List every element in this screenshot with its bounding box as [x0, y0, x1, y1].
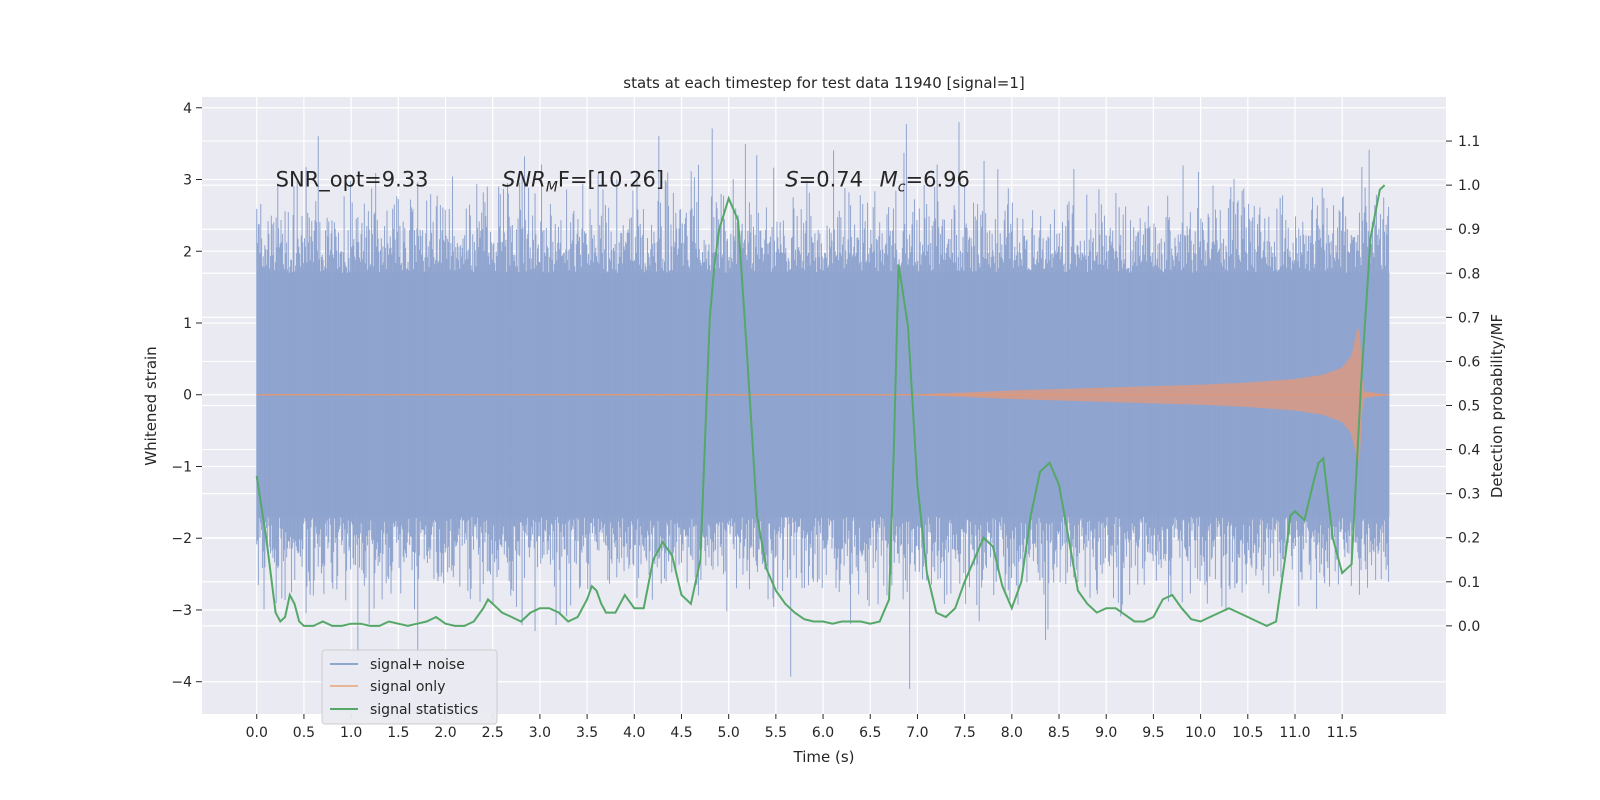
x-tick-label: 10.0: [1185, 725, 1216, 741]
y-right-tick-label: 0.6: [1458, 354, 1480, 370]
x-tick-label: 0.0: [246, 725, 268, 741]
x-tick-label: 3.5: [576, 725, 598, 741]
x-tick-label: 8.5: [1048, 725, 1070, 741]
y-right-tick-label: 0.0: [1458, 619, 1480, 635]
y-right-tick-label: 0.2: [1458, 531, 1480, 547]
x-tick-label: 7.5: [954, 725, 976, 741]
annotation: S=0.74: [785, 168, 863, 192]
y-tick-label: −4: [171, 675, 192, 691]
legend-label-signal-statistics: signal statistics: [370, 702, 478, 718]
x-tick-label: 6.0: [812, 725, 834, 741]
y-right-tick-label: 1.0: [1458, 178, 1480, 194]
signal-only-series: [256, 326, 1390, 463]
y-right-axis-ticks: 0.0 0.1 0.2 0.3 0.4 0.5 0.6 0.7 0.8 0.9 1.0 1.1: [1446, 134, 1480, 635]
y-right-tick-label: 0.7: [1458, 310, 1480, 326]
y-tick-label: −3: [171, 603, 192, 619]
x-tick-label: 8.0: [1001, 725, 1023, 741]
x-axis-ticks: 0.0 0.5 1.0 1.5 2.0 2.5 3.0 3.5 4.0 4.5 5.0 5.5 6.0 6…: [246, 714, 1358, 741]
legend-label-signal-noise: signal+ noise: [370, 657, 465, 673]
y-tick-label: −1: [171, 459, 192, 475]
legend: signal+ noise signal only signal statist…: [321, 649, 498, 725]
annotation: SNRMF=[10.26]: [502, 168, 664, 196]
x-tick-label: 3.0: [529, 725, 551, 741]
x-tick-label: 2.5: [482, 725, 504, 741]
y-tick-label: −2: [171, 531, 192, 547]
signal-statistics-line: [255, 184, 1386, 628]
y-right-tick-label: 1.1: [1458, 134, 1480, 150]
y-axis-label: Whitened strain: [142, 346, 160, 465]
x-tick-label: 1.0: [340, 725, 362, 741]
x-tick-label: 11.5: [1327, 725, 1358, 741]
legend-label-signal-only: signal only: [370, 679, 445, 695]
y-tick-label: 3: [183, 173, 192, 189]
x-tick-label: 5.5: [765, 725, 787, 741]
x-tick-label: 0.5: [293, 725, 315, 741]
y-tick-label: 4: [183, 101, 192, 117]
y-axis-ticks: −4 −3 −2 −1 0 1 2 3 4: [171, 101, 202, 691]
x-tick-label: 7.0: [906, 725, 928, 741]
x-tick-label: 9.5: [1142, 725, 1164, 741]
y-right-tick-label: 0.5: [1458, 399, 1480, 415]
x-tick-label: 4.5: [670, 725, 692, 741]
annotation: SNR_opt=9.33: [276, 168, 429, 193]
x-tick-label: 2.0: [434, 725, 456, 741]
x-tick-label: 1.5: [387, 725, 409, 741]
x-tick-label: 9.0: [1095, 725, 1117, 741]
y-right-tick-label: 0.1: [1458, 575, 1480, 591]
y-tick-label: 1: [183, 316, 192, 332]
chart-title: stats at each timestep for test data 119…: [623, 74, 1024, 92]
annotations: SNR_opt=9.33 SNRMF=[10.26] S=0.74 Mc=6.96: [276, 168, 970, 196]
x-tick-label: 4.0: [623, 725, 645, 741]
x-axis-label: Time (s): [793, 748, 855, 766]
x-tick-label: 6.5: [859, 725, 881, 741]
annotation: Mc=6.96: [880, 168, 970, 196]
x-tick-label: 11.0: [1279, 725, 1310, 741]
y-right-tick-label: 0.9: [1458, 222, 1480, 238]
x-tick-label: 5.0: [718, 725, 740, 741]
x-tick-label: 10.5: [1232, 725, 1263, 741]
y-tick-label: 2: [183, 244, 192, 260]
y-right-axis-label: Detection probability/MF: [1488, 314, 1506, 498]
signal-statistics-series: [255, 184, 1386, 628]
y-tick-label: 0: [183, 388, 192, 404]
y-right-tick-label: 0.4: [1458, 443, 1480, 459]
legend-box: [321, 649, 498, 725]
y-right-tick-label: 0.3: [1458, 487, 1480, 503]
y-right-tick-label: 0.8: [1458, 266, 1480, 282]
